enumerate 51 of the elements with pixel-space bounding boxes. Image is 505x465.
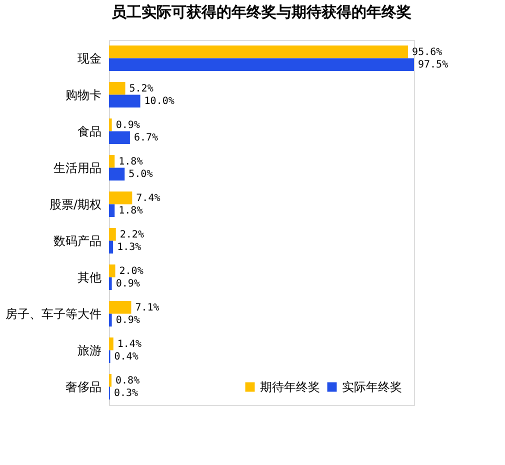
y-tick-label: 购物卡 bbox=[66, 88, 102, 102]
data-label: 5.2% bbox=[129, 83, 154, 94]
bar bbox=[109, 228, 116, 241]
bar bbox=[109, 337, 114, 350]
y-tick-label: 奢侈品 bbox=[66, 380, 102, 394]
data-label: 0.9% bbox=[116, 120, 140, 131]
bar bbox=[109, 191, 132, 204]
data-label: 0.9% bbox=[116, 315, 140, 326]
data-label: 0.9% bbox=[116, 278, 140, 290]
bar bbox=[109, 204, 115, 218]
y-tick-label: 食品 bbox=[78, 124, 102, 138]
data-label: 0.8% bbox=[116, 375, 140, 386]
data-label: 7.4% bbox=[136, 192, 160, 204]
bar bbox=[109, 314, 112, 327]
bar bbox=[109, 118, 112, 132]
bar bbox=[109, 277, 112, 290]
bar bbox=[109, 58, 414, 72]
data-label: 2.0% bbox=[119, 266, 144, 277]
y-tick-label: 旅游 bbox=[78, 343, 102, 358]
data-label: 1.4% bbox=[117, 338, 142, 350]
data-label: 7.1% bbox=[135, 302, 160, 314]
y-tick-label: 股票/期权 bbox=[49, 197, 102, 212]
chart-title: 员工实际可获得的年终奖与期待获得的年终奖 bbox=[112, 3, 412, 21]
legend-label: 期待年终奖 bbox=[260, 380, 320, 394]
bar bbox=[109, 45, 408, 58]
y-tick-label: 房子、车子等大件 bbox=[6, 306, 102, 321]
data-label: 1.3% bbox=[117, 242, 142, 254]
bar bbox=[109, 82, 126, 95]
y-tick-label: 数码产品 bbox=[54, 234, 102, 248]
data-label: 0.4% bbox=[114, 352, 138, 363]
y-tick-label: 生活用品 bbox=[54, 160, 102, 175]
bar bbox=[109, 240, 114, 254]
data-label: 1.8% bbox=[118, 156, 143, 168]
bar bbox=[109, 374, 112, 387]
data-label: 0.3% bbox=[114, 388, 138, 400]
bar bbox=[109, 264, 116, 278]
y-tick-label: 现金 bbox=[78, 51, 102, 66]
data-label: 97.5% bbox=[418, 60, 448, 71]
bar bbox=[109, 300, 132, 314]
bar bbox=[109, 154, 115, 168]
data-label: 10.0% bbox=[144, 96, 174, 108]
data-label: 2.2% bbox=[120, 229, 144, 240]
data-label: 5.0% bbox=[128, 169, 153, 180]
bar bbox=[109, 168, 125, 181]
legend-label: 实际年终奖 bbox=[342, 380, 402, 394]
y-tick-label: 其他 bbox=[78, 270, 102, 284]
data-label: 1.8% bbox=[118, 206, 143, 217]
data-label: 95.6% bbox=[412, 46, 442, 58]
data-label: 6.7% bbox=[134, 132, 158, 144]
bar bbox=[109, 94, 140, 108]
bar bbox=[109, 131, 130, 144]
